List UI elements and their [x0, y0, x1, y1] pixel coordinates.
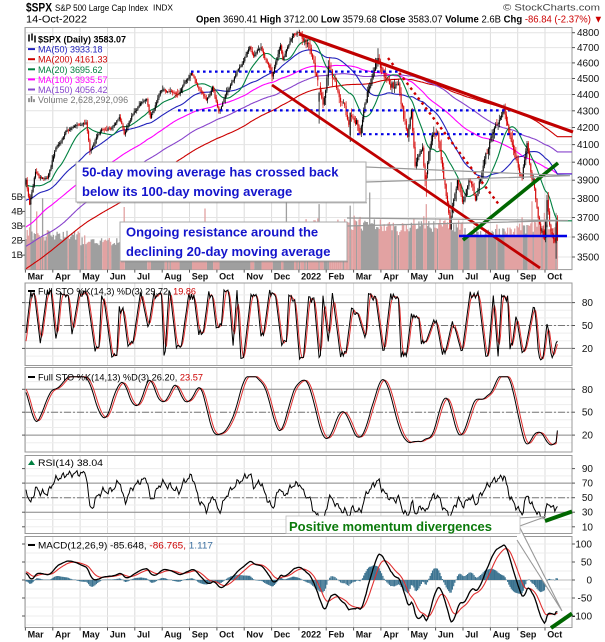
svg-text:3900: 3900: [577, 176, 600, 187]
svg-text:Mar: Mar: [28, 272, 45, 282]
svg-text:-50: -50: [578, 594, 593, 605]
svg-text:2022: 2022: [301, 272, 321, 282]
svg-text:Volume 2,628,292,096: Volume 2,628,292,096: [38, 95, 128, 105]
svg-text:70: 70: [582, 479, 594, 490]
svg-text:90: 90: [582, 464, 594, 475]
svg-text:Dec: Dec: [274, 630, 291, 640]
svg-text:Full STO %K(14,3) %D(3) 29.72,: Full STO %K(14,3) %D(3) 29.72, 19.86: [38, 287, 196, 298]
svg-text:4500: 4500: [577, 74, 600, 85]
svg-text:4600: 4600: [577, 58, 600, 69]
svg-text:Open 3690.41 High 3712.00 Low: Open 3690.41 High 3712.00 Low 3579.68 Cl…: [196, 15, 603, 26]
svg-text:Full STO %K(14,13) %D(3) 26.20: Full STO %K(14,13) %D(3) 26.20, 23.57: [38, 373, 203, 384]
svg-text:Aug: Aug: [493, 630, 511, 640]
svg-text:50-day moving average has cros: 50-day moving average has crossed back: [82, 165, 339, 180]
svg-text:20: 20: [582, 344, 594, 355]
svg-text:4100: 4100: [577, 140, 600, 151]
svg-text:4000: 4000: [577, 158, 600, 169]
svg-text:Feb: Feb: [328, 272, 345, 282]
svg-text:4800: 4800: [577, 28, 600, 39]
svg-text:Mar: Mar: [356, 272, 373, 282]
svg-text:4B: 4B: [11, 206, 23, 217]
svg-text:Oct: Oct: [219, 272, 234, 282]
svg-text:Sep: Sep: [192, 630, 209, 640]
svg-text:100: 100: [575, 540, 592, 551]
svg-text:MA(50) 3933.18: MA(50) 3933.18: [38, 45, 103, 55]
svg-text:4300: 4300: [577, 106, 600, 117]
svg-text:Apr: Apr: [383, 272, 399, 282]
svg-text:$SPX: $SPX: [26, 1, 52, 15]
svg-text:3700: 3700: [577, 213, 600, 224]
svg-text:0: 0: [586, 576, 592, 587]
svg-text:Nov: Nov: [246, 272, 263, 282]
svg-text:Positive momentum divergences: Positive momentum divergences: [289, 519, 492, 534]
svg-text:3B: 3B: [11, 221, 23, 232]
svg-text:May: May: [82, 272, 100, 282]
svg-text:MA(20) 3695.62: MA(20) 3695.62: [38, 65, 103, 75]
svg-text:Jun: Jun: [110, 272, 126, 282]
svg-text:Mar: Mar: [356, 630, 373, 640]
svg-text:Apr: Apr: [55, 272, 71, 282]
svg-text:RSI(14) 38.04: RSI(14) 38.04: [38, 458, 103, 469]
svg-text:50: 50: [581, 558, 593, 569]
svg-text:INDX: INDX: [153, 4, 174, 13]
svg-text:3800: 3800: [577, 194, 600, 205]
svg-text:80: 80: [582, 298, 594, 309]
svg-text:Nov: Nov: [246, 630, 263, 640]
svg-text:MA(100) 3935.57: MA(100) 3935.57: [38, 75, 108, 85]
svg-text:Apr: Apr: [55, 630, 71, 640]
svg-text:Aug: Aug: [164, 272, 182, 282]
svg-text:20: 20: [582, 431, 594, 442]
svg-text:3500: 3500: [577, 253, 600, 264]
svg-text:declining 20-day moving averag: declining 20-day moving average: [126, 244, 330, 259]
svg-text:Jul: Jul: [465, 630, 478, 640]
svg-text:Mar: Mar: [28, 630, 45, 640]
svg-text:4200: 4200: [577, 123, 600, 134]
svg-text:May: May: [82, 630, 100, 640]
svg-text:S&P 500 Large Cap Index: S&P 500 Large Cap Index: [55, 3, 148, 14]
svg-text:50: 50: [582, 493, 594, 504]
svg-text:2022: 2022: [301, 630, 321, 640]
svg-text:50: 50: [582, 408, 594, 419]
svg-text:5B: 5B: [11, 192, 23, 203]
svg-text:Jun: Jun: [438, 630, 454, 640]
svg-text:Sep: Sep: [520, 630, 537, 640]
svg-text:Sep: Sep: [520, 272, 537, 282]
svg-text:Jul: Jul: [137, 272, 150, 282]
svg-text:2B: 2B: [11, 236, 23, 247]
svg-text:50: 50: [582, 321, 594, 332]
svg-text:May: May: [411, 272, 429, 282]
svg-text:Aug: Aug: [493, 272, 511, 282]
svg-text:80: 80: [582, 385, 594, 396]
svg-text:May: May: [411, 630, 429, 640]
svg-text:Oct: Oct: [219, 630, 234, 640]
svg-text:$SPX (Daily) 3583.07: $SPX (Daily) 3583.07: [38, 35, 126, 45]
svg-text:Oct: Oct: [547, 630, 562, 640]
svg-text:Oct: Oct: [547, 272, 562, 282]
svg-text:Jul: Jul: [137, 630, 150, 640]
svg-text:Dec: Dec: [274, 272, 291, 282]
svg-text:below its 100-day moving avera: below its 100-day moving average: [82, 184, 292, 199]
svg-text:Jul: Jul: [465, 272, 478, 282]
svg-text:3600: 3600: [577, 233, 600, 244]
svg-text:4700: 4700: [577, 43, 600, 54]
svg-text:14-Oct-2022: 14-Oct-2022: [26, 15, 87, 26]
svg-text:4400: 4400: [577, 90, 600, 101]
svg-text:MACD(12,26,9) -85.648, -86.765: MACD(12,26,9) -85.648, -86.765, 1.117: [38, 541, 213, 552]
svg-text:Aug: Aug: [164, 630, 182, 640]
svg-text:Feb: Feb: [328, 630, 345, 640]
svg-text:MA(200) 4161.33: MA(200) 4161.33: [38, 55, 108, 65]
svg-text:Sep: Sep: [192, 272, 209, 282]
svg-text:30: 30: [582, 508, 594, 519]
svg-text:1B: 1B: [11, 250, 23, 261]
svg-text:MA(150) 4056.42: MA(150) 4056.42: [38, 85, 108, 95]
svg-text:Jun: Jun: [110, 630, 126, 640]
svg-text:10: 10: [582, 522, 594, 533]
svg-text:-100: -100: [572, 612, 592, 623]
svg-text:Ongoing resistance around the: Ongoing resistance around the: [126, 225, 318, 240]
svg-text:© StockCharts.com: © StockCharts.com: [503, 3, 600, 14]
svg-text:Jun: Jun: [438, 272, 454, 282]
svg-text:Apr: Apr: [383, 630, 399, 640]
